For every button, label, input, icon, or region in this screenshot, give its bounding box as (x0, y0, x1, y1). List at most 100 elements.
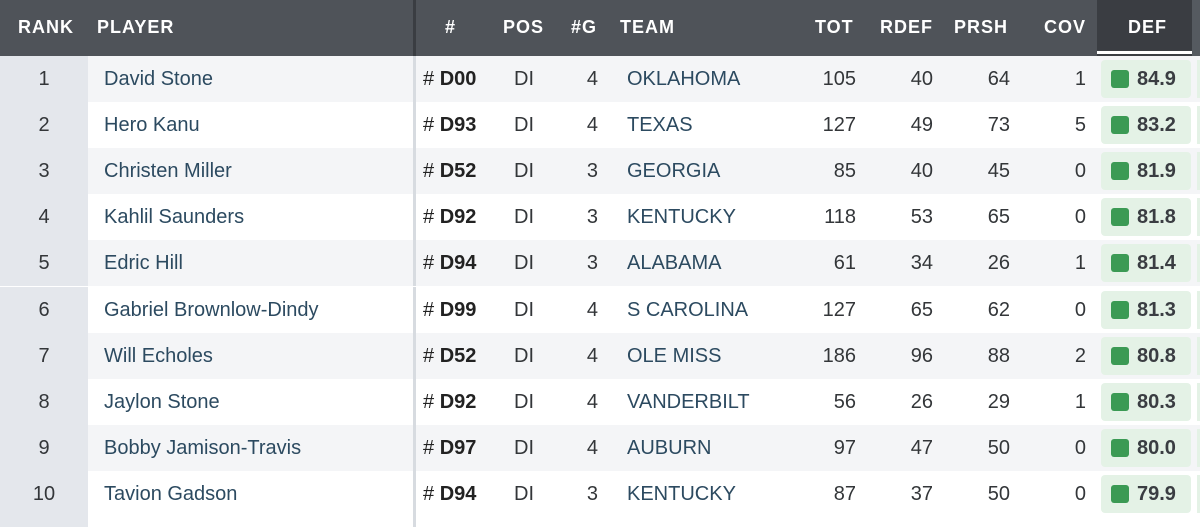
header-player[interactable]: PLAYER (97, 17, 175, 37)
table-row[interactable]: 7 Will Echoles # D52 DI 4 OLE MISS 186 96 88 2 80.… (0, 332, 1200, 379)
rank-cell: 8 (0, 378, 88, 425)
team-link[interactable]: OKLAHOMA (627, 68, 741, 90)
player-link[interactable]: Edric Hill (104, 252, 183, 275)
tot-cell: 61 (833, 252, 856, 275)
header-rdef[interactable]: RDEF (880, 17, 933, 37)
header-def-tab[interactable]: DEF (1097, 0, 1192, 56)
header-tot[interactable]: TOT (815, 17, 854, 37)
games-cell: 3 (586, 160, 598, 183)
rdef-cell: 53 (910, 206, 933, 229)
jersey-number: # D52 (423, 333, 476, 379)
next-column-edge (1197, 336, 1200, 375)
rank-cell: 3 (0, 148, 88, 195)
jersey-number: # D94 (423, 240, 476, 286)
jersey-number-value: D92 (439, 206, 477, 229)
player-link[interactable]: Will Echoles (104, 344, 213, 367)
team-link[interactable]: KENTUCKY (627, 206, 736, 229)
table-row[interactable]: 6 Gabriel Brownlow-Dindy # D99 DI 4 S CAROLIN… (0, 286, 1200, 333)
header-edge (1192, 0, 1200, 56)
grade-color-square-icon (1111, 484, 1129, 503)
rank-column-strip (0, 517, 88, 527)
next-column-edge (1197, 152, 1200, 191)
rank-cell: 6 (0, 286, 88, 333)
sort-indicator (1097, 51, 1192, 54)
player-link[interactable]: Jaylon Stone (104, 390, 220, 413)
player-link[interactable]: Christen Miller (104, 160, 232, 183)
jersey-number: # D92 (423, 379, 476, 425)
team-link[interactable]: AUBURN (627, 436, 712, 459)
games-cell: 3 (586, 206, 598, 229)
next-column-edge (1197, 290, 1200, 329)
grade-color-square-icon (1111, 254, 1129, 273)
jersey-number-value: D52 (439, 160, 477, 183)
prsh-cell: 26 (987, 252, 1010, 275)
player-link[interactable]: Tavion Gadson (104, 482, 238, 505)
games-cell: 4 (586, 436, 598, 459)
tot-cell: 127 (822, 114, 856, 137)
prsh-cell: 50 (987, 436, 1010, 459)
jersey-number: # D94 (423, 471, 476, 517)
grade-color-square-icon (1111, 438, 1129, 457)
games-cell: 3 (586, 252, 598, 275)
prsh-cell: 88 (987, 344, 1010, 367)
grade-badge: 81.8 (1101, 198, 1191, 237)
next-column-edge (1197, 106, 1200, 145)
header-cov[interactable]: COV (1044, 17, 1087, 37)
header-games[interactable]: #G (571, 17, 598, 37)
header-pos[interactable]: POS (503, 17, 545, 37)
header-prsh[interactable]: PRSH (954, 17, 1009, 37)
grade-badge: 80.3 (1101, 382, 1191, 421)
tot-cell: 85 (833, 160, 856, 183)
jersey-number-value: D99 (439, 298, 477, 321)
hash-symbol: # (423, 252, 435, 275)
table-row[interactable]: 3 Christen Miller # D52 DI 3 GEORGIA 85 40 45 0 81… (0, 148, 1200, 195)
cov-cell: 1 (1074, 252, 1086, 275)
team-link[interactable]: S CAROLINA (627, 298, 749, 321)
column-divider (413, 194, 416, 241)
grade-value: 81.3 (1137, 298, 1176, 321)
team-link[interactable]: KENTUCKY (627, 482, 736, 505)
prsh-cell: 73 (987, 114, 1010, 137)
rdef-cell: 34 (910, 252, 933, 275)
hash-symbol: # (423, 298, 435, 321)
player-link[interactable]: Bobby Jamison-Travis (104, 436, 302, 459)
team-link[interactable]: ALABAMA (627, 252, 722, 275)
rank-cell: 4 (0, 194, 88, 241)
team-link[interactable]: OLE MISS (627, 344, 722, 367)
rdef-cell: 47 (910, 436, 933, 459)
header-number[interactable]: # (445, 17, 457, 37)
player-link[interactable]: Gabriel Brownlow-Dindy (104, 298, 319, 321)
table-row[interactable]: 2 Hero Kanu # D93 DI 4 TEXAS 127 49 73 5 83.2 (0, 102, 1200, 149)
team-link[interactable]: TEXAS (627, 114, 693, 137)
position-cell: DI (514, 252, 534, 275)
column-divider (413, 517, 416, 527)
next-column-edge (1197, 428, 1200, 467)
table-footer-strip (0, 517, 1200, 527)
player-link[interactable]: David Stone (104, 68, 213, 90)
position-cell: DI (514, 160, 534, 183)
rdef-cell: 40 (910, 160, 933, 183)
rank-cell: 7 (0, 332, 88, 379)
prsh-cell: 29 (987, 390, 1010, 413)
games-cell: 4 (586, 68, 598, 90)
player-link[interactable]: Hero Kanu (104, 114, 200, 137)
team-link[interactable]: GEORGIA (627, 160, 721, 183)
grade-value: 80.3 (1137, 390, 1176, 413)
header-team[interactable]: TEAM (620, 17, 675, 37)
table-row[interactable]: 9 Bobby Jamison-Travis # D97 DI 4 AUBURN 97 47 5… (0, 424, 1200, 471)
table-row[interactable]: 1 David Stone # D00 DI 4 OKLAHOMA 105 40 64 1 84.9 (0, 56, 1200, 102)
header-rank[interactable]: RANK (18, 17, 74, 37)
cov-cell: 0 (1074, 206, 1086, 229)
grade-color-square-icon (1111, 116, 1129, 135)
table-row[interactable]: 4 Kahlil Saunders # D92 DI 3 KENTUCKY 118 53 65 0… (0, 194, 1200, 241)
player-link[interactable]: Kahlil Saunders (104, 206, 245, 229)
grade-color-square-icon (1111, 346, 1129, 365)
hash-symbol: # (423, 68, 435, 90)
table-row[interactable]: 10 Tavion Gadson # D94 DI 3 KENTUCKY 87 37 50 0 79… (0, 470, 1200, 517)
header-def[interactable]: DEF (1128, 17, 1167, 37)
team-link[interactable]: VANDERBILT (627, 390, 750, 413)
cov-cell: 1 (1074, 68, 1086, 90)
hash-symbol: # (423, 344, 435, 367)
table-row[interactable]: 5 Edric Hill # D94 DI 3 ALABAMA 61 34 26 1 81.4 (0, 240, 1200, 287)
table-row[interactable]: 8 Jaylon Stone # D92 DI 4 VANDERBILT 56 26 29 1 80… (0, 378, 1200, 425)
